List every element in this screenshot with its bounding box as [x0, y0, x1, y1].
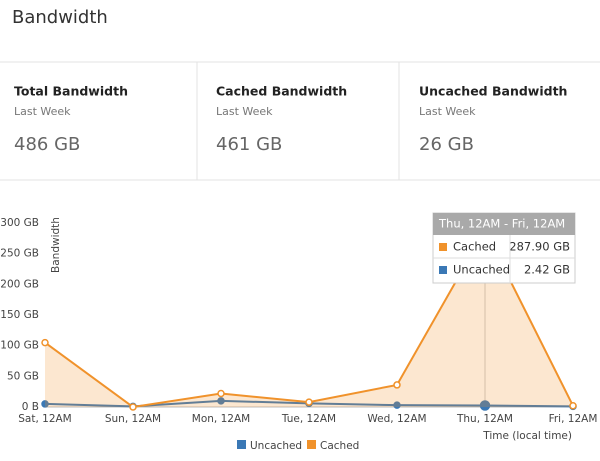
point — [217, 389, 225, 398]
point — [129, 403, 137, 411]
tooltip-header — [433, 213, 575, 235]
tooltip-value: 2.42 GB — [524, 263, 570, 277]
y-tick-label: 150 GB — [0, 309, 39, 321]
tooltip-value: 287.90 GB — [509, 240, 570, 254]
point — [479, 400, 491, 411]
stat-period: Last Week — [14, 105, 71, 118]
legend-swatch — [237, 440, 246, 449]
area — [45, 230, 573, 407]
x-tick-label: Thu, 12AM — [456, 413, 513, 425]
tooltip-name: Uncached — [453, 263, 510, 277]
x-tick-label: Wed, 12AM — [367, 413, 426, 425]
y-tick-label: 250 GB — [0, 248, 39, 260]
stat-value: 26 GB — [419, 134, 474, 155]
y-tick-label: 200 GB — [0, 278, 39, 290]
point — [393, 401, 401, 409]
stat-title: Total Bandwidth — [14, 84, 128, 99]
point — [569, 402, 577, 410]
page-title: Bandwidth — [12, 7, 108, 28]
y-tick-label: 50 GB — [7, 370, 39, 382]
x-tick-label: Sun, 12AM — [105, 413, 161, 425]
legend-swatch — [307, 440, 316, 449]
tooltip: Thu, 12AM - Fri, 12AM Cached 287.90 GB Unca… — [432, 212, 576, 284]
point — [217, 397, 225, 405]
y-tick-label: 300 GB — [0, 217, 39, 229]
y-axis-label: Bandwidth — [50, 217, 62, 273]
point — [41, 338, 49, 347]
tooltip-swatch — [439, 266, 447, 274]
tooltip-swatch — [439, 243, 447, 251]
legend-label: Cached — [320, 440, 359, 452]
stat-value: 461 GB — [216, 134, 282, 155]
point — [305, 398, 313, 406]
tooltip-name: Cached — [453, 240, 496, 254]
y-tick-label: 0 B — [22, 401, 39, 413]
stat-title: Uncached Bandwidth — [419, 84, 567, 99]
x-tick-label: Mon, 12AM — [192, 413, 250, 425]
stat-period: Last Week — [216, 105, 273, 118]
x-tick-label: Sat, 12AM — [18, 413, 72, 425]
x-tick-label: Fri, 12AM — [549, 413, 598, 425]
stat-title: Cached Bandwidth — [216, 84, 347, 99]
tooltip-title: Thu, 12AM - Fri, 12AM — [438, 217, 565, 231]
stat-value: 486 GB — [14, 134, 80, 155]
legend-label: Uncached — [250, 440, 302, 452]
stat-period: Last Week — [419, 105, 476, 118]
x-axis-label: Time (local time) — [482, 430, 572, 442]
x-tick-label: Tue, 12AM — [281, 413, 336, 425]
point — [41, 400, 49, 408]
point — [393, 381, 401, 389]
y-tick-label: 100 GB — [0, 340, 39, 352]
